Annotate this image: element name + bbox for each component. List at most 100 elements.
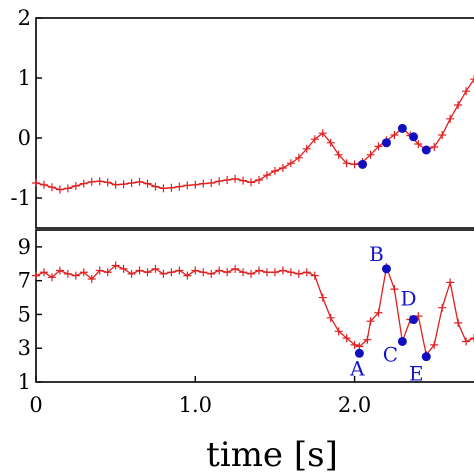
data-point-bottom (462, 337, 471, 346)
data-point-top (231, 174, 240, 183)
data-point-top (390, 131, 399, 139)
y-tick-label-top: 2 (18, 6, 31, 30)
data-point-bottom (231, 264, 240, 273)
data-point-top (71, 182, 80, 190)
data-point-top (278, 164, 287, 172)
data-point-bottom (111, 261, 120, 270)
data-point-top (318, 129, 327, 138)
panel-bottom: 9 7 5 3 10 1.0 2.0 A B C D E (18, 229, 474, 417)
data-point-bottom (151, 264, 160, 273)
data-point-bottom (342, 334, 351, 343)
data-point-top (462, 87, 471, 96)
data-point-bottom (334, 327, 343, 336)
annotation-label-d: D (401, 287, 417, 311)
annotation-point-e (421, 352, 431, 362)
annotation-label-b: B (369, 242, 384, 266)
plot-frame-bottom (35, 229, 474, 383)
data-point-top (294, 153, 303, 162)
data-point-top (119, 180, 128, 189)
data-point-top (143, 179, 152, 188)
highlight-point (421, 145, 431, 155)
data-point-top (438, 131, 447, 139)
data-point-top (111, 180, 120, 189)
data-point-top (127, 179, 136, 187)
data-point-bottom (207, 269, 216, 278)
y-tick-label-bottom: 1 (18, 370, 31, 394)
y-tick-label-top: -1 (11, 186, 31, 210)
data-point-top (159, 184, 168, 193)
data-point-bottom (390, 285, 399, 294)
data-point-bottom (446, 278, 455, 287)
data-point-top (350, 160, 359, 169)
highlight-point (358, 159, 368, 169)
data-point-top (247, 178, 256, 187)
data-point-bottom (175, 266, 184, 275)
data-point-bottom (430, 340, 439, 349)
highlight-point (397, 123, 407, 133)
annotation-point-d (409, 315, 419, 325)
data-point-bottom (454, 318, 463, 327)
data-point-top (95, 177, 104, 186)
data-point-top (334, 150, 343, 159)
data-point-bottom (167, 268, 176, 277)
data-point-top (430, 143, 439, 151)
data-point-bottom (350, 340, 359, 349)
y-tick-label-top: 1 (18, 66, 31, 90)
data-point-bottom (159, 269, 168, 278)
data-point-top (135, 177, 144, 186)
data-point-top (167, 183, 176, 192)
highlight-point (381, 138, 391, 148)
data-point-bottom (55, 266, 64, 275)
data-point-bottom (119, 264, 128, 273)
data-point-bottom (247, 269, 256, 278)
data-point-bottom (135, 266, 144, 275)
data-point-top (175, 182, 184, 191)
data-point-bottom (39, 268, 48, 277)
y-tick-label-bottom: 5 (18, 302, 31, 326)
x-tick-label: 2.0 (338, 393, 371, 417)
data-point-top (366, 150, 375, 159)
data-point-top (79, 179, 88, 188)
data-point-top (446, 114, 455, 123)
annotation-label-e: E (409, 362, 424, 386)
annotation-label-a: A (349, 356, 365, 380)
data-point-bottom (438, 303, 447, 312)
y-tick-label-bottom: 7 (18, 269, 31, 293)
data-point-top (255, 176, 264, 184)
data-point-bottom (143, 268, 152, 277)
data-point-top (342, 159, 351, 168)
data-point-bottom (183, 271, 192, 280)
data-point-bottom (278, 266, 287, 275)
data-point-top (39, 180, 48, 189)
panel-top: 2 1 0 -1 (11, 6, 474, 229)
plot-frame-top (35, 17, 474, 229)
data-point-top (454, 101, 463, 109)
annotation-point-b (381, 264, 391, 274)
data-point-top (302, 144, 311, 153)
data-point-bottom (374, 308, 383, 317)
data-point-bottom (199, 268, 208, 277)
data-point-top (55, 185, 64, 194)
y-tick-label-bottom: 9 (18, 235, 31, 259)
data-point-top (63, 184, 72, 193)
data-point-bottom (103, 268, 112, 277)
data-point-bottom (310, 271, 319, 280)
data-point-top (374, 142, 383, 151)
highlight-point (409, 132, 419, 142)
data-point-bottom (270, 268, 279, 277)
data-point-top (207, 179, 216, 187)
data-point-bottom (95, 266, 104, 275)
data-point-bottom (32, 271, 40, 280)
data-point-bottom (470, 334, 474, 343)
data-point-bottom (326, 313, 335, 322)
data-point-bottom (223, 268, 232, 277)
data-point-bottom (302, 268, 311, 277)
data-point-top (32, 179, 40, 187)
y-tick-label-bottom: 3 (18, 336, 31, 360)
data-point-bottom (215, 266, 224, 275)
data-point-top (470, 75, 474, 84)
annotation-point-a (354, 348, 364, 358)
data-point-bottom (79, 268, 88, 277)
data-point-top (326, 138, 335, 147)
data-point-top (215, 177, 224, 186)
